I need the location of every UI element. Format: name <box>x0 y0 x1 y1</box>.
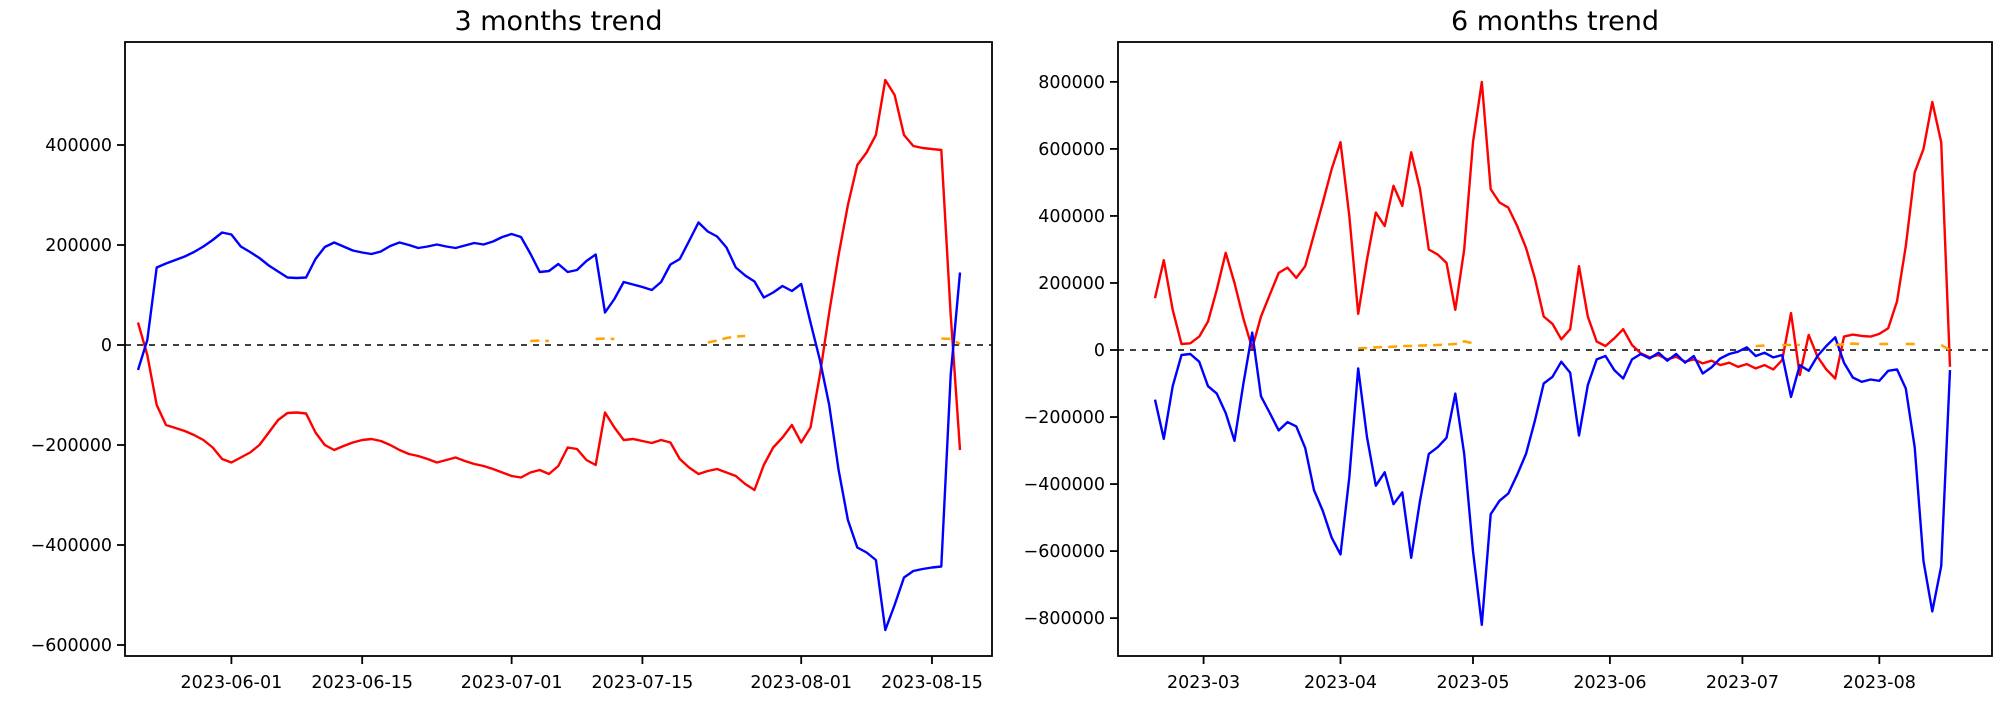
x-tick-label: 2023-05 <box>1436 673 1509 693</box>
series-blue-line <box>1155 333 1950 625</box>
y-tick-label: −200000 <box>1024 408 1105 428</box>
series-blue-line <box>138 223 960 631</box>
x-tick-label: 2023-08-15 <box>881 673 983 693</box>
y-tick-label: −400000 <box>1024 475 1105 495</box>
y-tick-label: 600000 <box>1038 140 1105 160</box>
y-tick-label: −800000 <box>1024 609 1105 629</box>
x-tick-label: 2023-07-15 <box>592 673 694 693</box>
series-orange-dashed-line <box>1835 344 1862 345</box>
series-red-line <box>1155 82 1950 379</box>
x-tick-label: 2023-04 <box>1304 673 1377 693</box>
y-tick-label: 0 <box>101 336 112 356</box>
y-tick-label: 0 <box>1094 341 1105 361</box>
y-tick-label: −400000 <box>31 536 112 556</box>
y-tick-label: −600000 <box>31 636 112 656</box>
series-red-line <box>138 80 960 490</box>
y-tick-label: 400000 <box>45 136 112 156</box>
y-tick-label: −600000 <box>1024 542 1105 562</box>
y-tick-label: −200000 <box>31 436 112 456</box>
x-tick-label: 2023-06-01 <box>181 673 283 693</box>
chart-title: 3 months trend <box>455 6 663 37</box>
x-tick-label: 2023-08-01 <box>750 673 852 693</box>
x-tick-label: 2023-06-15 <box>311 673 413 693</box>
chart-panel-1: 800000 600000 400000 200000 0 −200000 −400000 −… <box>1024 6 1992 693</box>
series-orange-dashed-line <box>1358 341 1473 348</box>
x-tick-label: 2023-07-01 <box>461 673 563 693</box>
series-orange-dashed-line <box>708 336 745 343</box>
x-tick-label: 2023-08 <box>1843 673 1916 693</box>
y-tick-label: 200000 <box>1038 274 1105 294</box>
y-tick-label: 400000 <box>1038 207 1105 227</box>
series-orange-dashed-line <box>530 341 549 342</box>
x-tick-label: 2023-06 <box>1573 673 1646 693</box>
y-tick-label: 800000 <box>1038 73 1105 93</box>
x-tick-label: 2023-03 <box>1167 673 1240 693</box>
series-orange-dashed-line <box>941 339 960 345</box>
x-tick-label: 2023-07 <box>1706 673 1779 693</box>
chart-panel-0: 400000 200000 0 −200000 −400000 −600000 2023-0… <box>31 6 992 693</box>
y-tick-label: 200000 <box>45 236 112 256</box>
series-orange-dashed-line <box>596 339 615 340</box>
plot-border <box>125 42 992 656</box>
chart-title: 6 months trend <box>1451 6 1659 37</box>
